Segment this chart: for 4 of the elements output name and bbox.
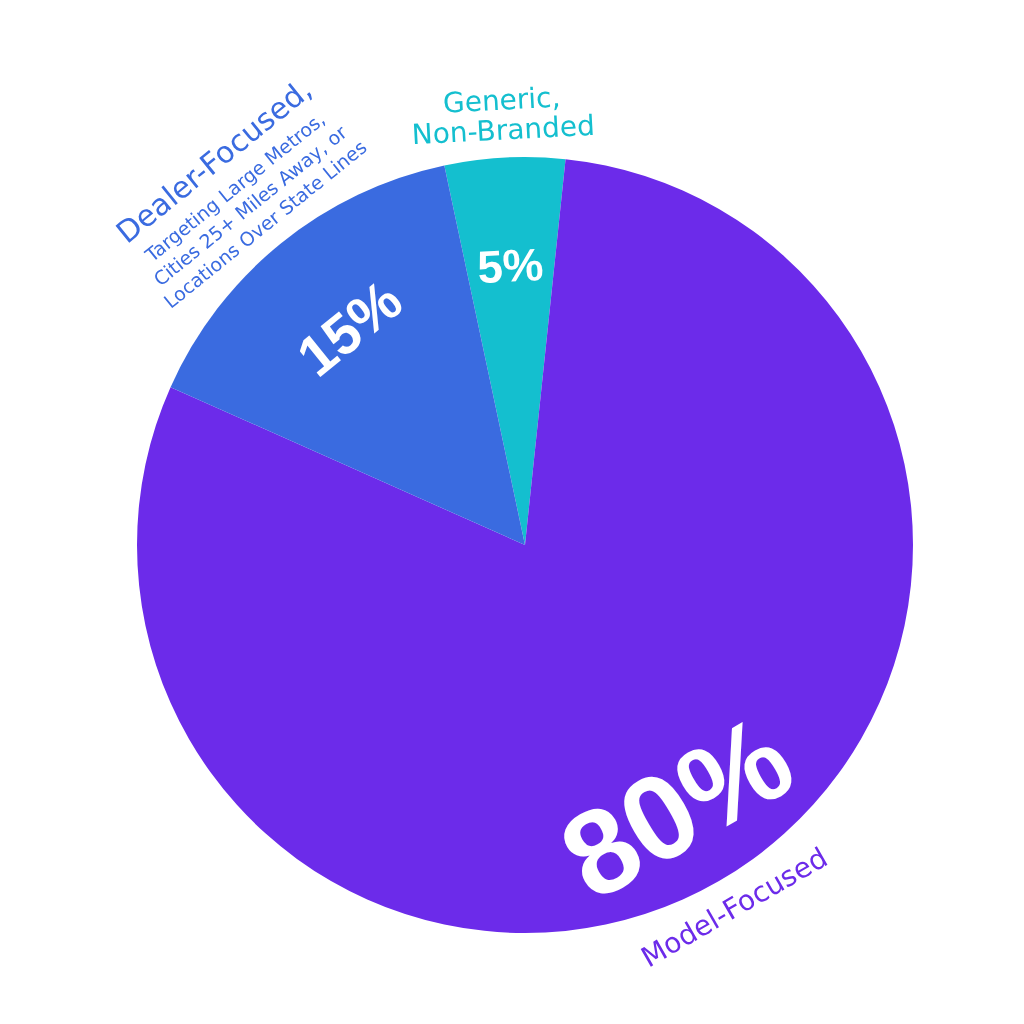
data-label: 5% — [476, 238, 545, 294]
pie-slice — [444, 157, 566, 545]
data-label: 15% — [284, 267, 414, 389]
slice-label: Generic, Non-Branded — [410, 80, 596, 152]
